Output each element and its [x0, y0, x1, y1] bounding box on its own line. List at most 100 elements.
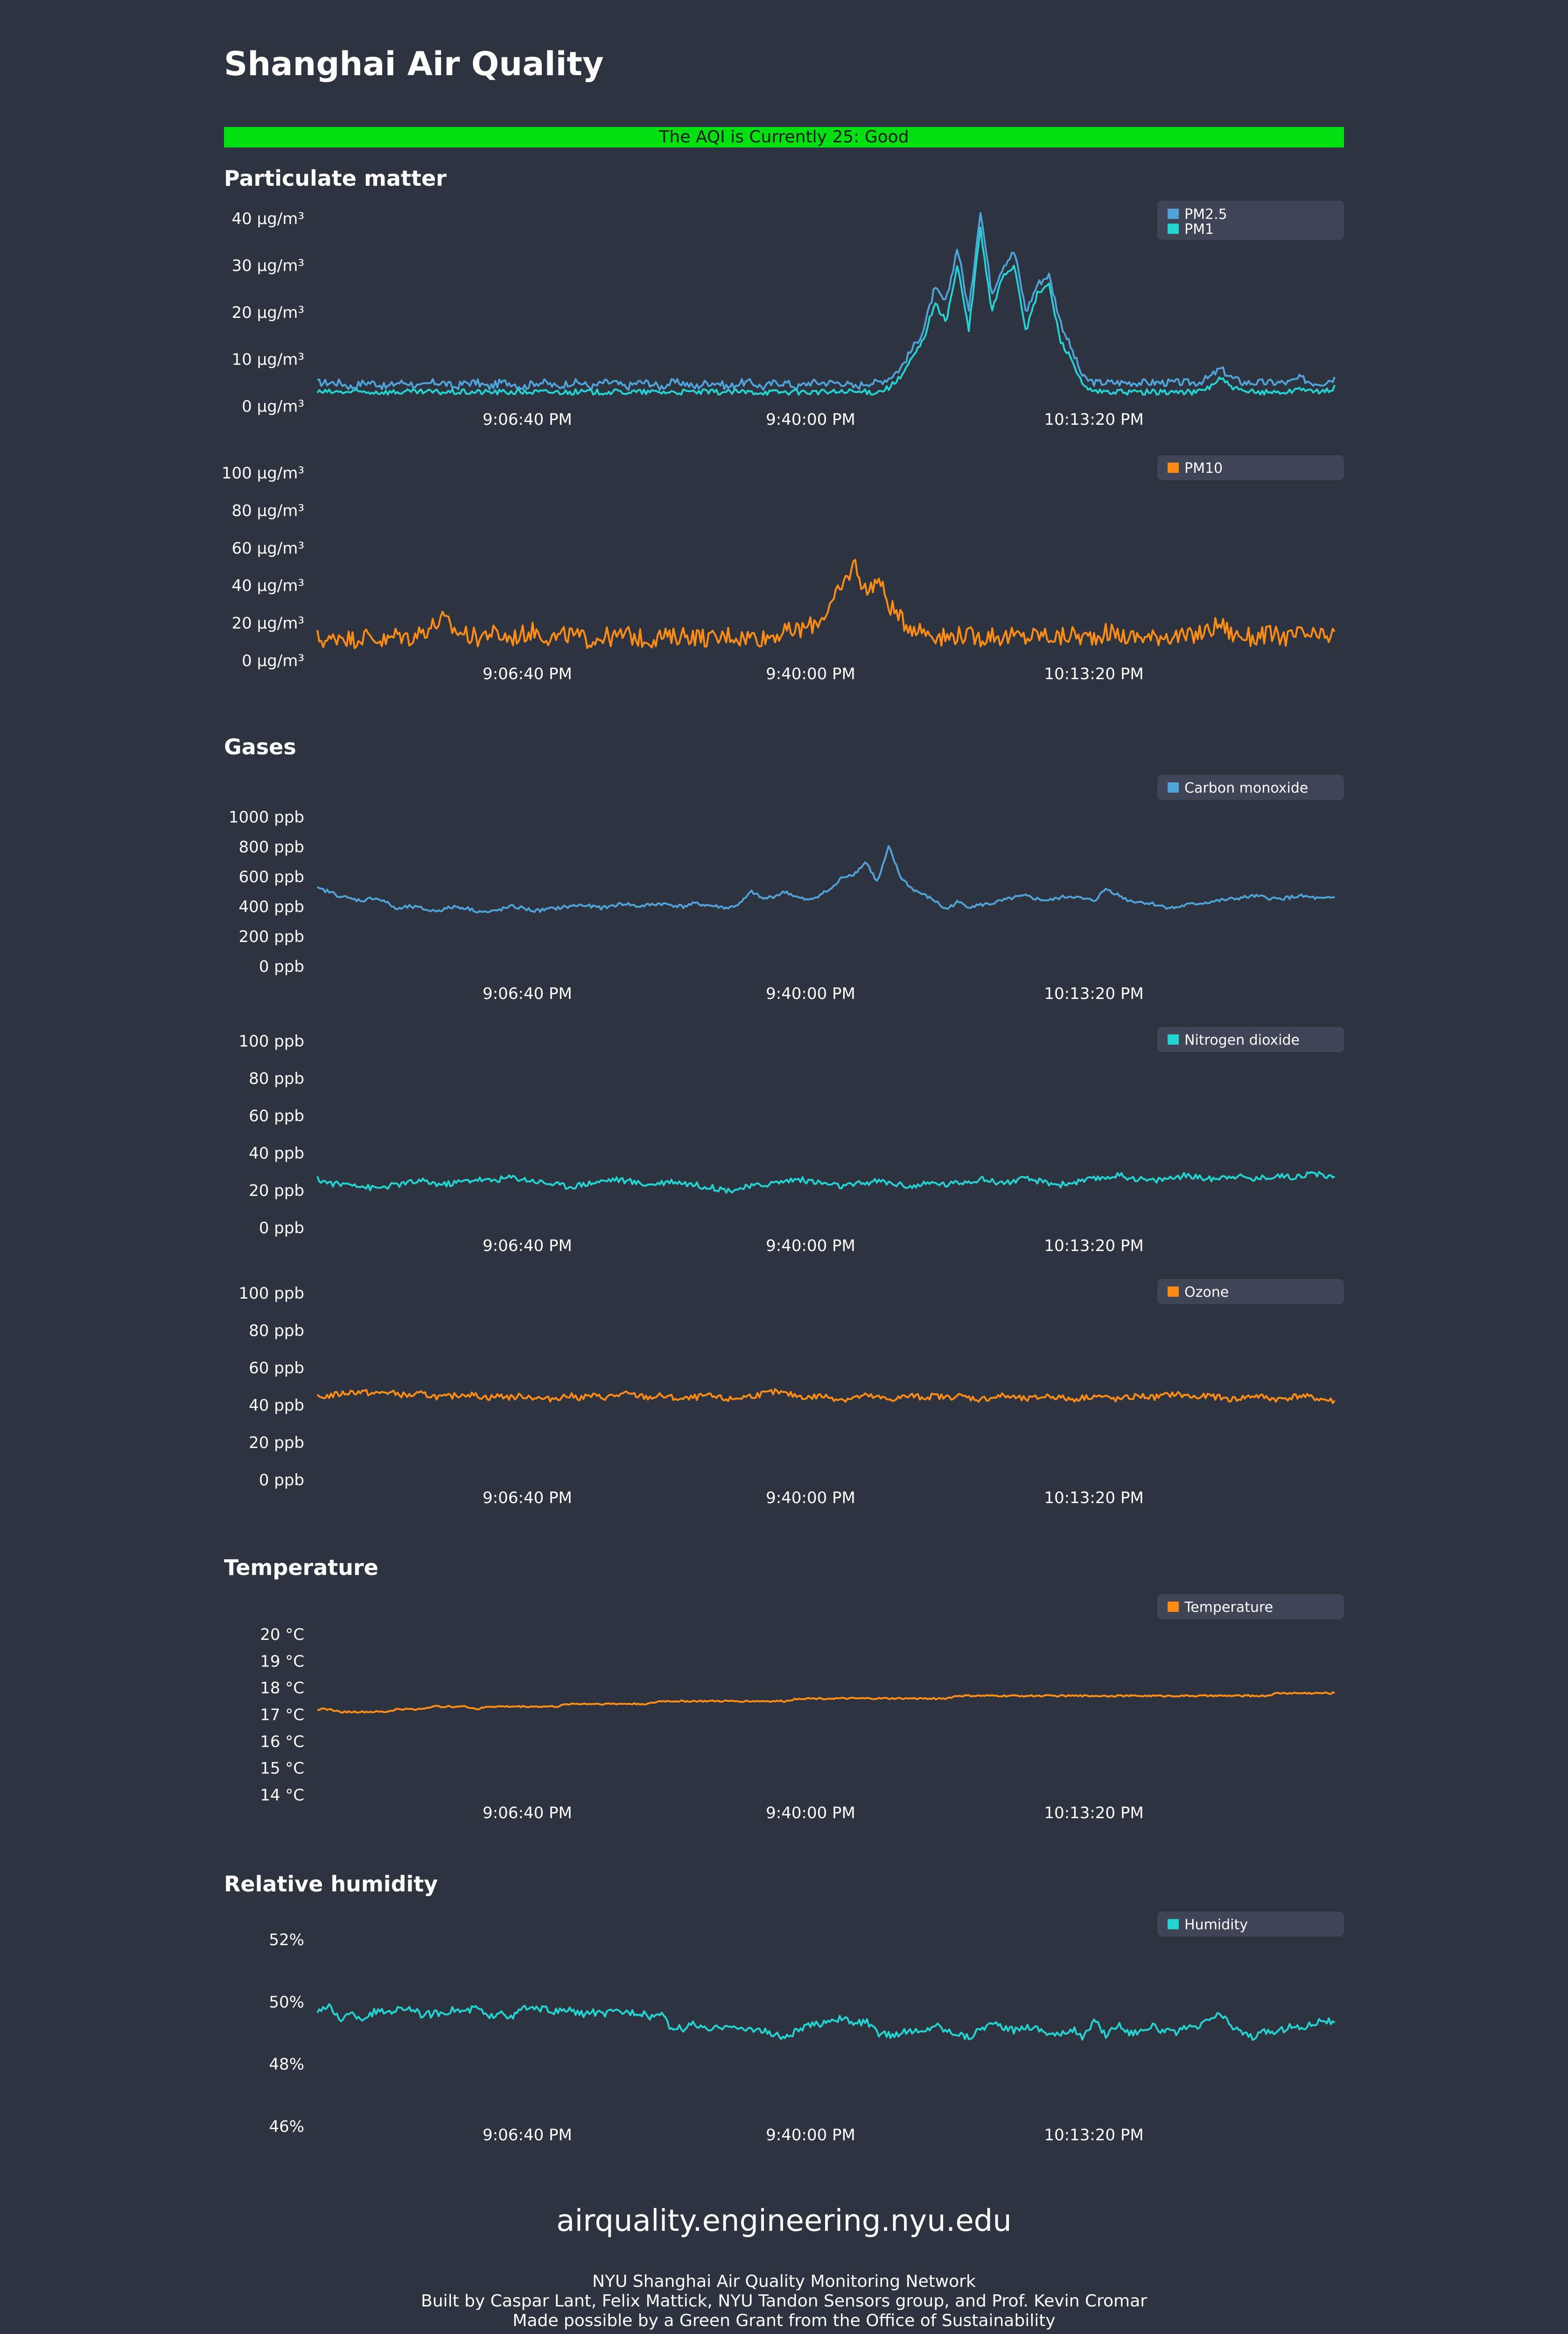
legend-label: Carbon monoxide — [1184, 780, 1308, 796]
y-tick-label: 100 µg/m³ — [222, 464, 304, 483]
x-tick-label: 10:13:20 PM — [1044, 665, 1143, 683]
legend-swatch — [1168, 1287, 1179, 1297]
y-tick-label: 60 ppb — [249, 1359, 304, 1378]
y-tick-label: 600 ppb — [239, 868, 304, 886]
y-tick-label: 0 ppb — [259, 1219, 304, 1237]
y-tick-label: 60 ppb — [249, 1107, 304, 1125]
footer-credits-line: Built by Caspar Lant, Felix Mattick, NYU… — [421, 2292, 1147, 2311]
x-tick-label: 10:13:20 PM — [1044, 984, 1143, 1003]
y-tick-label: 20 ppb — [249, 1181, 304, 1200]
x-tick-label: 9:40:00 PM — [766, 2126, 855, 2144]
legend-label: PM2.5 — [1184, 206, 1227, 223]
legend-box — [1157, 1594, 1344, 1619]
legend-label: Ozone — [1184, 1284, 1229, 1301]
legend-box — [1157, 1027, 1344, 1052]
series-line — [317, 845, 1335, 914]
y-tick-label: 46% — [269, 2117, 304, 2136]
x-tick-label: 9:40:00 PM — [766, 1237, 855, 1255]
y-tick-label: 0 µg/m³ — [242, 397, 304, 416]
y-tick-label: 19 °C — [260, 1652, 304, 1671]
x-tick-label: 9:06:40 PM — [483, 984, 572, 1003]
y-tick-label: 60 µg/m³ — [232, 539, 305, 558]
aqi-status-banner: The AQI is Currently 25: Good — [224, 127, 1344, 148]
footer-network-line: NYU Shanghai Air Quality Monitoring Netw… — [592, 2272, 976, 2291]
footer-grant-line: Made possible by a Green Grant from the … — [512, 2311, 1056, 2330]
y-tick-label: 52% — [269, 1931, 304, 1949]
x-tick-label: 9:40:00 PM — [766, 665, 855, 683]
y-tick-label: 0 ppb — [259, 957, 304, 976]
y-tick-label: 40 µg/m³ — [232, 210, 305, 228]
y-tick-label: 18 °C — [260, 1679, 304, 1698]
x-tick-label: 9:40:00 PM — [766, 1489, 855, 1507]
y-tick-label: 50% — [269, 1993, 304, 2011]
y-tick-label: 20 °C — [260, 1625, 304, 1644]
x-tick-label: 9:40:00 PM — [766, 984, 855, 1003]
series-line — [317, 212, 1336, 392]
x-tick-label: 9:06:40 PM — [483, 1804, 572, 1822]
legend-label: Humidity — [1184, 1917, 1248, 1933]
chart-temperature: 14 °C 15 °C 16 °C 17 °C 18 °C 19 °C 20 °C 9:06:… — [260, 1594, 1344, 1822]
legend-label: PM10 — [1184, 460, 1223, 477]
legend-swatch — [1168, 209, 1179, 219]
x-tick-label: 10:13:20 PM — [1044, 2126, 1143, 2144]
series-line — [316, 1171, 1336, 1194]
y-tick-label: 80 µg/m³ — [232, 501, 305, 520]
series-line — [316, 559, 1336, 649]
x-tick-label: 9:06:40 PM — [483, 410, 572, 429]
legend-box — [1157, 1279, 1344, 1304]
series-line — [316, 1388, 1336, 1404]
legend-swatch — [1168, 782, 1179, 793]
chart-pm10: 0 µg/m³ 20 µg/m³ 40 µg/m³ 60 µg/m³ 80 µg/m³ 1… — [222, 455, 1344, 683]
chart-pm-fine: 0 µg/m³ 10 µg/m³ 20 µg/m³ 30 µg/m³ 40 µg/m³ 9… — [232, 201, 1344, 429]
y-tick-label: 17 °C — [260, 1706, 304, 1724]
y-tick-label: 100 ppb — [239, 1284, 304, 1303]
x-tick-label: 10:13:20 PM — [1044, 1489, 1143, 1507]
y-tick-label: 800 ppb — [239, 838, 304, 857]
section-title-temperature: Temperature — [224, 1555, 378, 1580]
y-tick-label: 20 µg/m³ — [232, 303, 305, 322]
chart-ozone: 0 ppb 20 ppb 40 ppb 60 ppb 80 ppb 100 ppb 9:06… — [239, 1279, 1344, 1507]
legend-swatch — [1168, 1602, 1179, 1612]
legend-swatch — [1168, 463, 1179, 473]
legend-box — [1157, 1912, 1344, 1937]
y-tick-label: 20 µg/m³ — [232, 614, 305, 633]
y-tick-label: 200 ppb — [239, 928, 304, 946]
x-tick-label: 9:06:40 PM — [483, 2126, 572, 2144]
series-line — [316, 2003, 1336, 2041]
y-tick-label: 400 ppb — [239, 898, 304, 916]
y-tick-label: 40 ppb — [249, 1396, 304, 1415]
legend-swatch — [1168, 224, 1179, 234]
x-tick-label: 9:40:00 PM — [766, 410, 855, 429]
section-title-gases: Gases — [224, 734, 296, 759]
legend-swatch — [1168, 1034, 1179, 1045]
x-tick-label: 9:40:00 PM — [766, 1804, 855, 1822]
legend-box — [1157, 455, 1344, 480]
x-tick-label: 9:06:40 PM — [483, 1489, 572, 1507]
page-title: Shanghai Air Quality — [224, 45, 604, 83]
y-tick-label: 0 ppb — [259, 1471, 304, 1490]
legend-box — [1157, 201, 1344, 240]
legend-label: Temperature — [1184, 1599, 1273, 1616]
series-line — [317, 1691, 1335, 1714]
chart-humidity: 46% 48% 50% 52% 9:06:40 PM 9:40:00 PM 10:13:20… — [269, 1912, 1344, 2144]
y-tick-label: 20 ppb — [249, 1434, 304, 1452]
y-tick-label: 80 ppb — [249, 1069, 304, 1088]
y-tick-label: 16 °C — [260, 1732, 304, 1751]
section-title-humidity: Relative humidity — [224, 1871, 438, 1897]
legend-label: Nitrogen dioxide — [1184, 1032, 1300, 1048]
y-tick-label: 0 µg/m³ — [242, 652, 304, 670]
series-line — [316, 226, 1336, 396]
y-tick-label: 10 µg/m³ — [232, 351, 305, 369]
chart-nitrogen-dioxide: 0 ppb 20 ppb 40 ppb 60 ppb 80 ppb 100 ppb 9:06… — [239, 1027, 1344, 1255]
chart-carbon-monoxide: 0 ppb 200 ppb 400 ppb 600 ppb 800 ppb 1000 pp… — [229, 775, 1344, 1003]
x-tick-label: 9:06:40 PM — [483, 1237, 572, 1255]
x-tick-label: 10:13:20 PM — [1044, 1804, 1143, 1822]
legend-box — [1157, 775, 1344, 800]
section-title-particulate: Particulate matter — [224, 166, 447, 191]
y-tick-label: 48% — [269, 2055, 304, 2074]
y-tick-label: 14 °C — [260, 1786, 304, 1805]
legend-swatch — [1168, 1919, 1179, 1929]
x-tick-label: 10:13:20 PM — [1044, 1237, 1143, 1255]
y-tick-label: 40 ppb — [249, 1144, 304, 1163]
y-tick-label: 1000 ppb — [229, 808, 304, 827]
